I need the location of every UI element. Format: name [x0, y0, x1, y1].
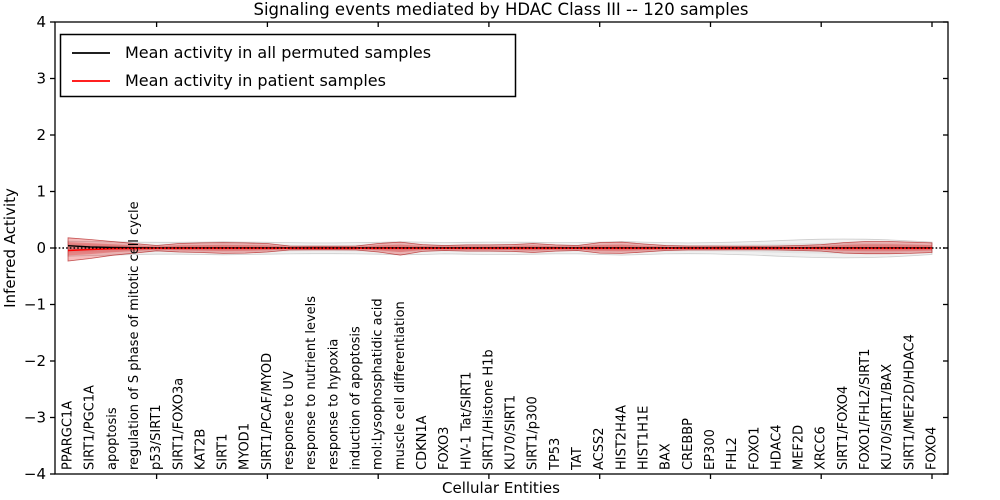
entity-label: MEF2D	[792, 425, 807, 470]
legend-label-permuted: Mean activity in all permuted samples	[125, 43, 431, 62]
entity-label: FOXO3	[437, 427, 452, 470]
entity-label: HIST1H1E	[637, 406, 652, 470]
legend-box	[59, 33, 517, 98]
chart-title: Signaling events mediated by HDAC Class …	[253, 0, 748, 19]
entity-label: SIRT1/FOXO4	[836, 386, 851, 470]
entity-label: mol:Lysophosphatidic acid	[371, 298, 386, 470]
entity-label: SIRT1	[216, 434, 231, 470]
entity-label: FOXO1/FHL2/SIRT1	[858, 349, 873, 470]
entity-label: response to UV	[282, 371, 297, 470]
y-tick-label: 4	[36, 13, 46, 31]
entity-label: apoptosis	[105, 407, 120, 470]
tick-marks	[50, 21, 948, 479]
entity-label: CDKN1A	[415, 415, 430, 470]
entity-label: HIV-1 Tat/SIRT1	[459, 372, 474, 470]
y-axis-label: Inferred Activity	[1, 188, 19, 308]
y-tick-label: 0	[36, 239, 46, 257]
entity-labels: PPARGC1A SIRT1/PGC1A apoptosis regulation o…	[61, 201, 940, 471]
entity-label: CREBBP	[681, 418, 696, 470]
entity-label: XRCC6	[814, 426, 829, 470]
legend: Mean activity in all permuted samples Me…	[59, 33, 517, 98]
entity-label: SIRT1/p300	[526, 396, 541, 470]
entity-label: FOXO1	[747, 427, 762, 470]
entity-label: SIRT1/PGC1A	[83, 385, 98, 470]
y-tick-labels: 4 3 2 1 0 −1 −2 −3 −4	[24, 13, 46, 483]
entity-label: response to nutrient levels	[304, 296, 319, 470]
y-tick-label: −1	[24, 296, 46, 314]
series-lines	[55, 245, 948, 252]
entity-label: PPARGC1A	[61, 401, 76, 470]
entity-label: ACSS2	[592, 427, 607, 470]
entity-label: MYOD1	[238, 423, 253, 470]
entity-label: EP300	[703, 429, 718, 470]
legend-label-patient: Mean activity in patient samples	[125, 71, 386, 90]
entity-label: induction of apoptosis	[349, 326, 364, 470]
entity-label: FHL2	[725, 437, 740, 470]
entity-label: HDAC4	[769, 424, 784, 470]
y-tick-label: −2	[24, 352, 46, 370]
entity-label: regulation of S phase of mitotic cell cy…	[127, 201, 142, 470]
entity-label: KU70/SIRT1/BAX	[880, 364, 895, 470]
entity-label: FOXO4	[925, 427, 940, 470]
entity-label: muscle cell differentiation	[393, 301, 408, 470]
y-tick-label: 2	[36, 126, 46, 144]
entity-label: response to hypoxia	[326, 339, 341, 470]
entity-label: SIRT1/MEF2D/HDAC4	[902, 334, 917, 470]
entity-label: p53/SIRT1	[149, 404, 164, 470]
y-tick-label: 3	[36, 70, 46, 88]
entity-label: BAX	[659, 443, 674, 470]
band-patient-outer	[67, 237, 933, 262]
entity-label: SIRT1/FOXO3a	[171, 378, 186, 470]
entity-label: SIRT1/PCAF/MYOD	[260, 353, 275, 470]
entity-label: HIST2H4A	[614, 405, 629, 470]
entity-label: KU70/SIRT1	[504, 395, 519, 470]
entity-label: KAT2B	[193, 429, 208, 470]
x-axis-label: Cellular Entities	[442, 479, 560, 497]
entity-label: TP53	[548, 438, 563, 471]
y-tick-label: 1	[36, 183, 46, 201]
entity-label: SIRT1/Histone H1b	[481, 349, 496, 470]
entity-label: TAT	[570, 447, 585, 471]
y-tick-label: −4	[24, 465, 46, 483]
y-tick-label: −3	[24, 409, 46, 427]
